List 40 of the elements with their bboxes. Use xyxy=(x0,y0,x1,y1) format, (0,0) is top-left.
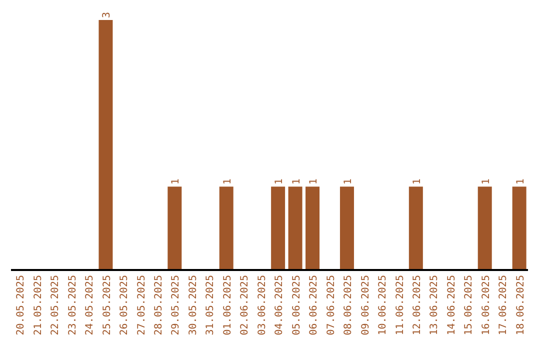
x-tick-label: 31.05.2025 xyxy=(205,275,216,336)
data-label: 1 xyxy=(480,178,492,185)
data-label: 1 xyxy=(274,178,286,185)
x-tick-label: 03.06.2025 xyxy=(256,275,268,336)
data-label: 1 xyxy=(515,178,526,185)
x-tick-label: 16.06.2025 xyxy=(480,275,492,336)
x-tick-label: 22.05.2025 xyxy=(50,275,62,336)
x-tick-label: 08.06.2025 xyxy=(343,275,354,336)
x-tick-label: 29.05.2025 xyxy=(170,275,182,336)
x-tick-label: 27.05.2025 xyxy=(136,275,148,336)
x-tick-label: 12.06.2025 xyxy=(412,275,423,336)
x-tick-label: 05.06.2025 xyxy=(291,275,302,336)
x-tick-label: 01.06.2025 xyxy=(222,275,234,336)
x-tick-label: 02.06.2025 xyxy=(240,275,251,336)
x-tick-label: 18.06.2025 xyxy=(515,275,526,336)
x-tick-label: 28.05.2025 xyxy=(153,275,164,336)
x-tick-label: 09.06.2025 xyxy=(360,275,372,336)
x-tick-label: 14.06.2025 xyxy=(446,275,458,336)
x-tick-label: 11.06.2025 xyxy=(394,275,406,336)
data-label: 1 xyxy=(342,178,354,185)
data-label: 1 xyxy=(222,178,234,185)
data-label: 1 xyxy=(291,178,302,185)
x-tick-label: 17.06.2025 xyxy=(498,275,510,336)
x-tick-label: 21.05.2025 xyxy=(32,275,44,336)
x-tick-label: 24.05.2025 xyxy=(84,275,96,336)
data-label: 3 xyxy=(102,12,113,18)
x-tick-label: 10.06.2025 xyxy=(378,275,389,336)
x-tick-label: 13.06.2025 xyxy=(429,275,440,336)
x-tick-label: 25.05.2025 xyxy=(102,275,113,336)
data-label: 1 xyxy=(412,178,423,185)
x-tick-label: 26.05.2025 xyxy=(119,275,130,336)
x-tick-label: 20.05.2025 xyxy=(16,275,27,336)
x-tick-label: 23.05.2025 xyxy=(67,275,78,336)
x-tick-label: 04.06.2025 xyxy=(274,275,286,336)
data-label: 1 xyxy=(308,178,320,185)
x-tick-label: 07.06.2025 xyxy=(326,275,337,336)
x-tick-label: 15.06.2025 xyxy=(464,275,475,336)
x-tick-label: 30.05.2025 xyxy=(188,275,199,336)
x-tick-label: 06.06.2025 xyxy=(308,275,320,336)
data-label: 1 xyxy=(170,178,182,185)
